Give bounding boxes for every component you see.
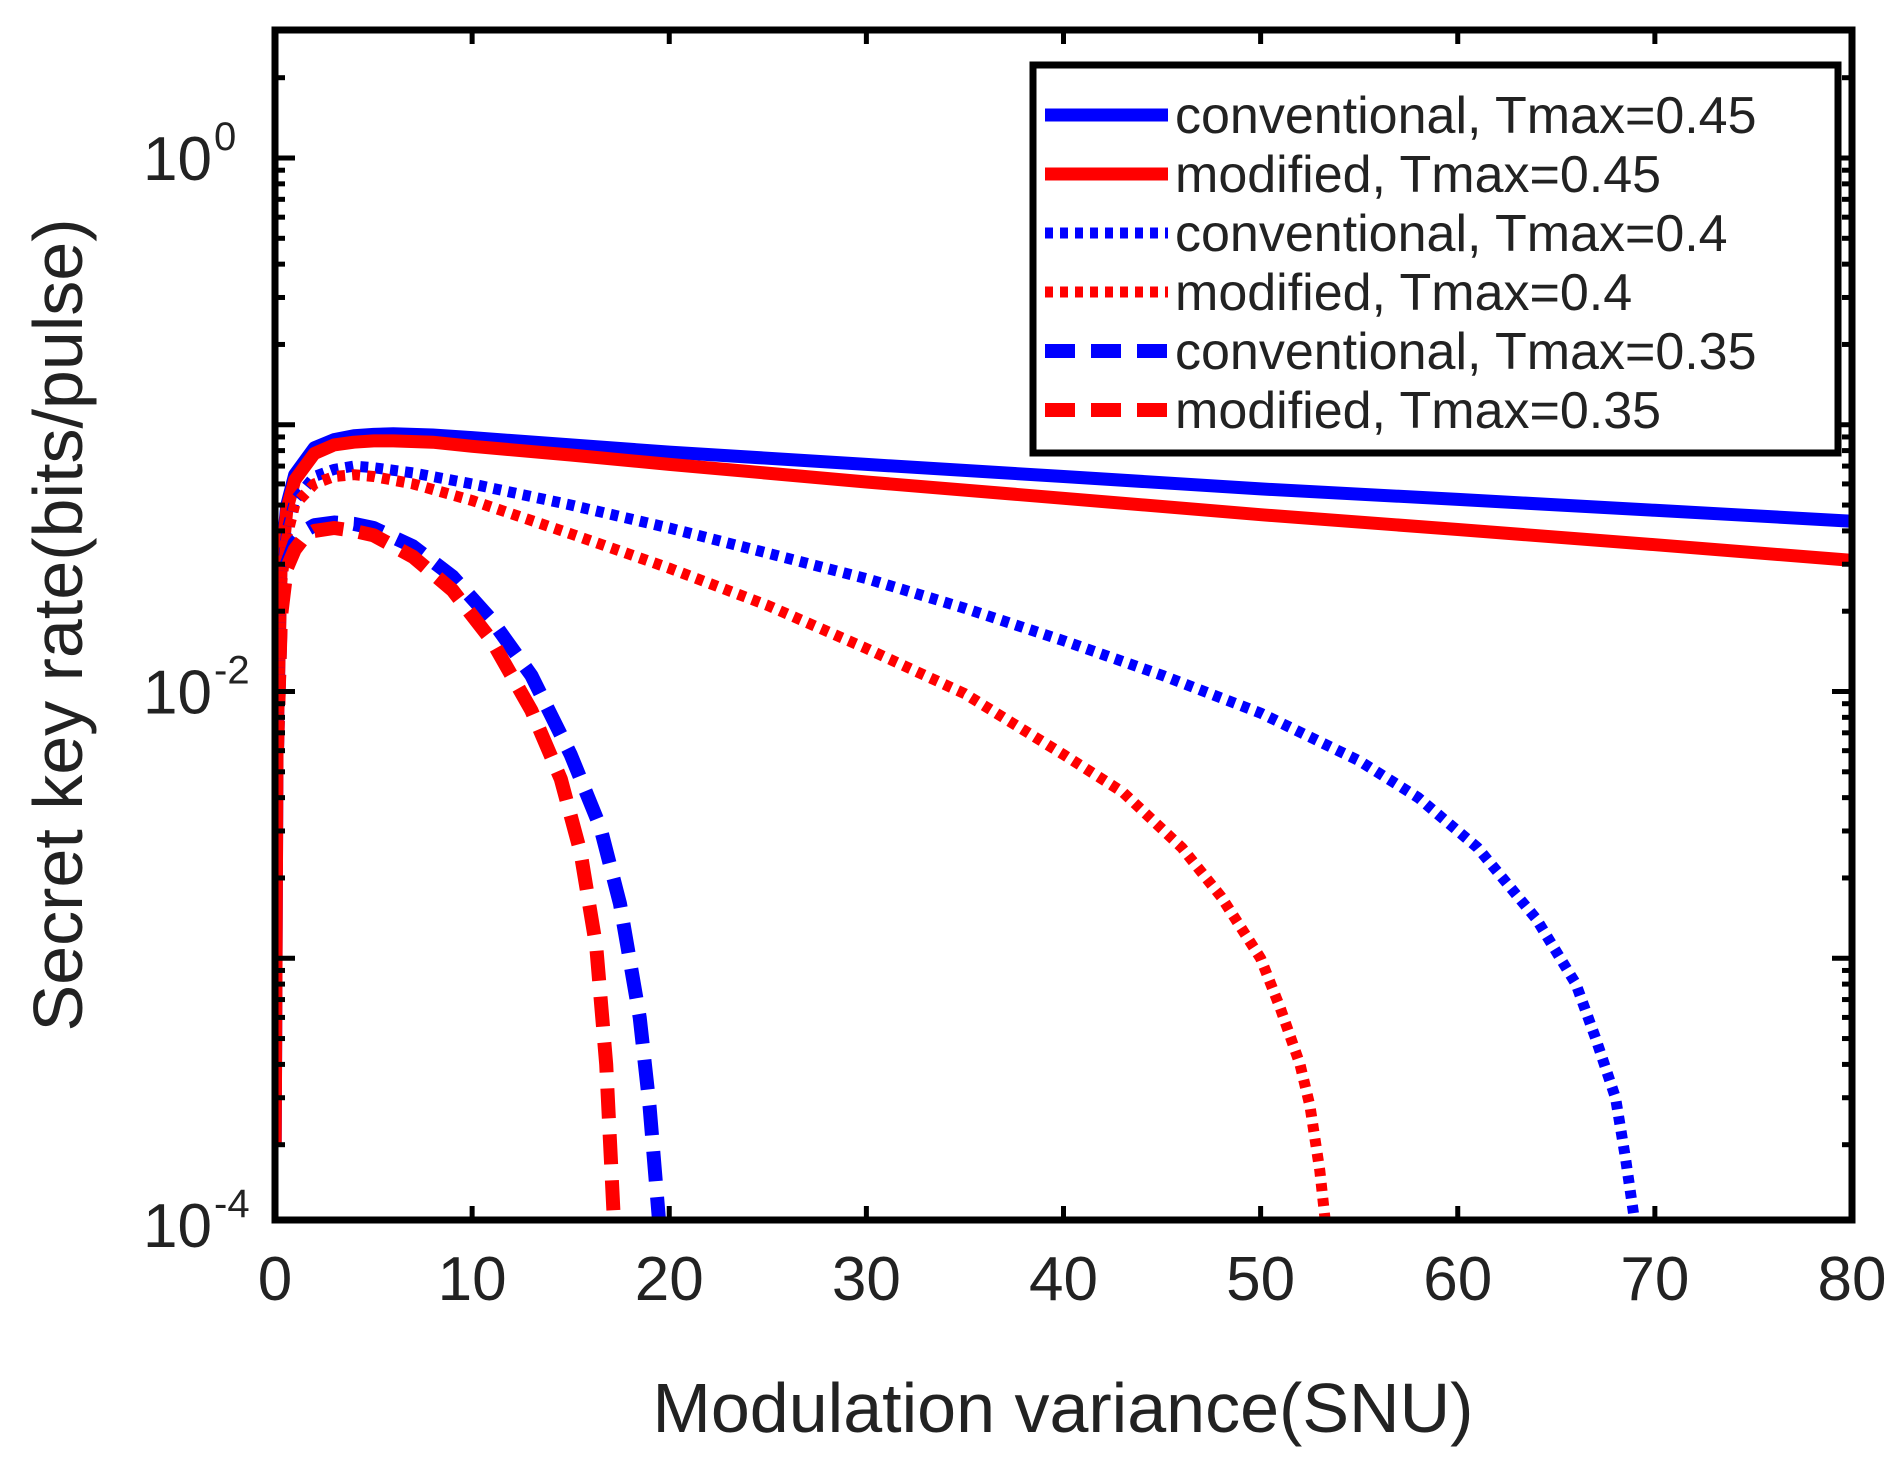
series-line-5 xyxy=(272,521,622,1223)
legend-box xyxy=(1029,61,1842,457)
y-tick-label: 10 xyxy=(143,125,212,194)
legend-label-0: conventional, Tmax=0.45 xyxy=(1175,87,1757,145)
x-tick-label: 80 xyxy=(1818,1245,1887,1314)
legend-label-4: conventional, Tmax=0.35 xyxy=(1175,323,1757,381)
legend-label-1: modified, Tmax=0.45 xyxy=(1175,146,1661,204)
y-tick-label: 10 xyxy=(143,1192,212,1261)
series-line-2 xyxy=(272,460,1641,1223)
x-tick-label: 50 xyxy=(1226,1245,1295,1314)
x-axis-label: Modulation variance(SNU) xyxy=(653,1369,1474,1447)
y-tick-label: 10 xyxy=(143,659,212,728)
x-tick-label: 30 xyxy=(832,1245,901,1314)
legend-label-3: modified, Tmax=0.4 xyxy=(1175,264,1632,322)
x-tick-label: 40 xyxy=(1029,1245,1098,1314)
x-tick-label: 10 xyxy=(438,1245,507,1314)
x-tick-label: 20 xyxy=(635,1245,704,1314)
y-tick-exponent: -4 xyxy=(214,1182,250,1226)
x-tick-label: 70 xyxy=(1620,1245,1689,1314)
y-axis-label: Secret key rate(bits/pulse) xyxy=(19,218,97,1031)
y-tick-exponent: 0 xyxy=(214,115,236,159)
x-tick-label: 60 xyxy=(1423,1245,1492,1314)
legend-label-5: modified, Tmax=0.35 xyxy=(1175,382,1661,440)
legend-label-2: conventional, Tmax=0.4 xyxy=(1175,205,1728,263)
y-tick-exponent: -2 xyxy=(214,649,250,693)
series-line-3 xyxy=(272,469,1332,1223)
x-tick-label: 0 xyxy=(258,1245,292,1314)
series-layer xyxy=(272,427,1853,1223)
